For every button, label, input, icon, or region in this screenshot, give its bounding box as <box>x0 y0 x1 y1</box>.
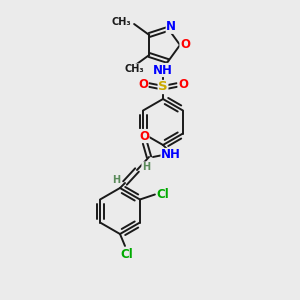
Text: H: H <box>142 162 150 172</box>
Text: O: O <box>139 130 149 142</box>
Text: O: O <box>178 79 188 92</box>
Text: Cl: Cl <box>157 188 169 201</box>
Text: S: S <box>158 80 168 94</box>
Text: CH₃: CH₃ <box>124 64 144 74</box>
Text: O: O <box>180 38 190 52</box>
Text: Cl: Cl <box>121 248 134 260</box>
Text: NH: NH <box>161 148 181 161</box>
Text: O: O <box>138 79 148 92</box>
Text: N: N <box>166 20 176 33</box>
Text: NH: NH <box>153 64 173 76</box>
Text: CH₃: CH₃ <box>112 17 131 27</box>
Text: H: H <box>112 175 120 185</box>
